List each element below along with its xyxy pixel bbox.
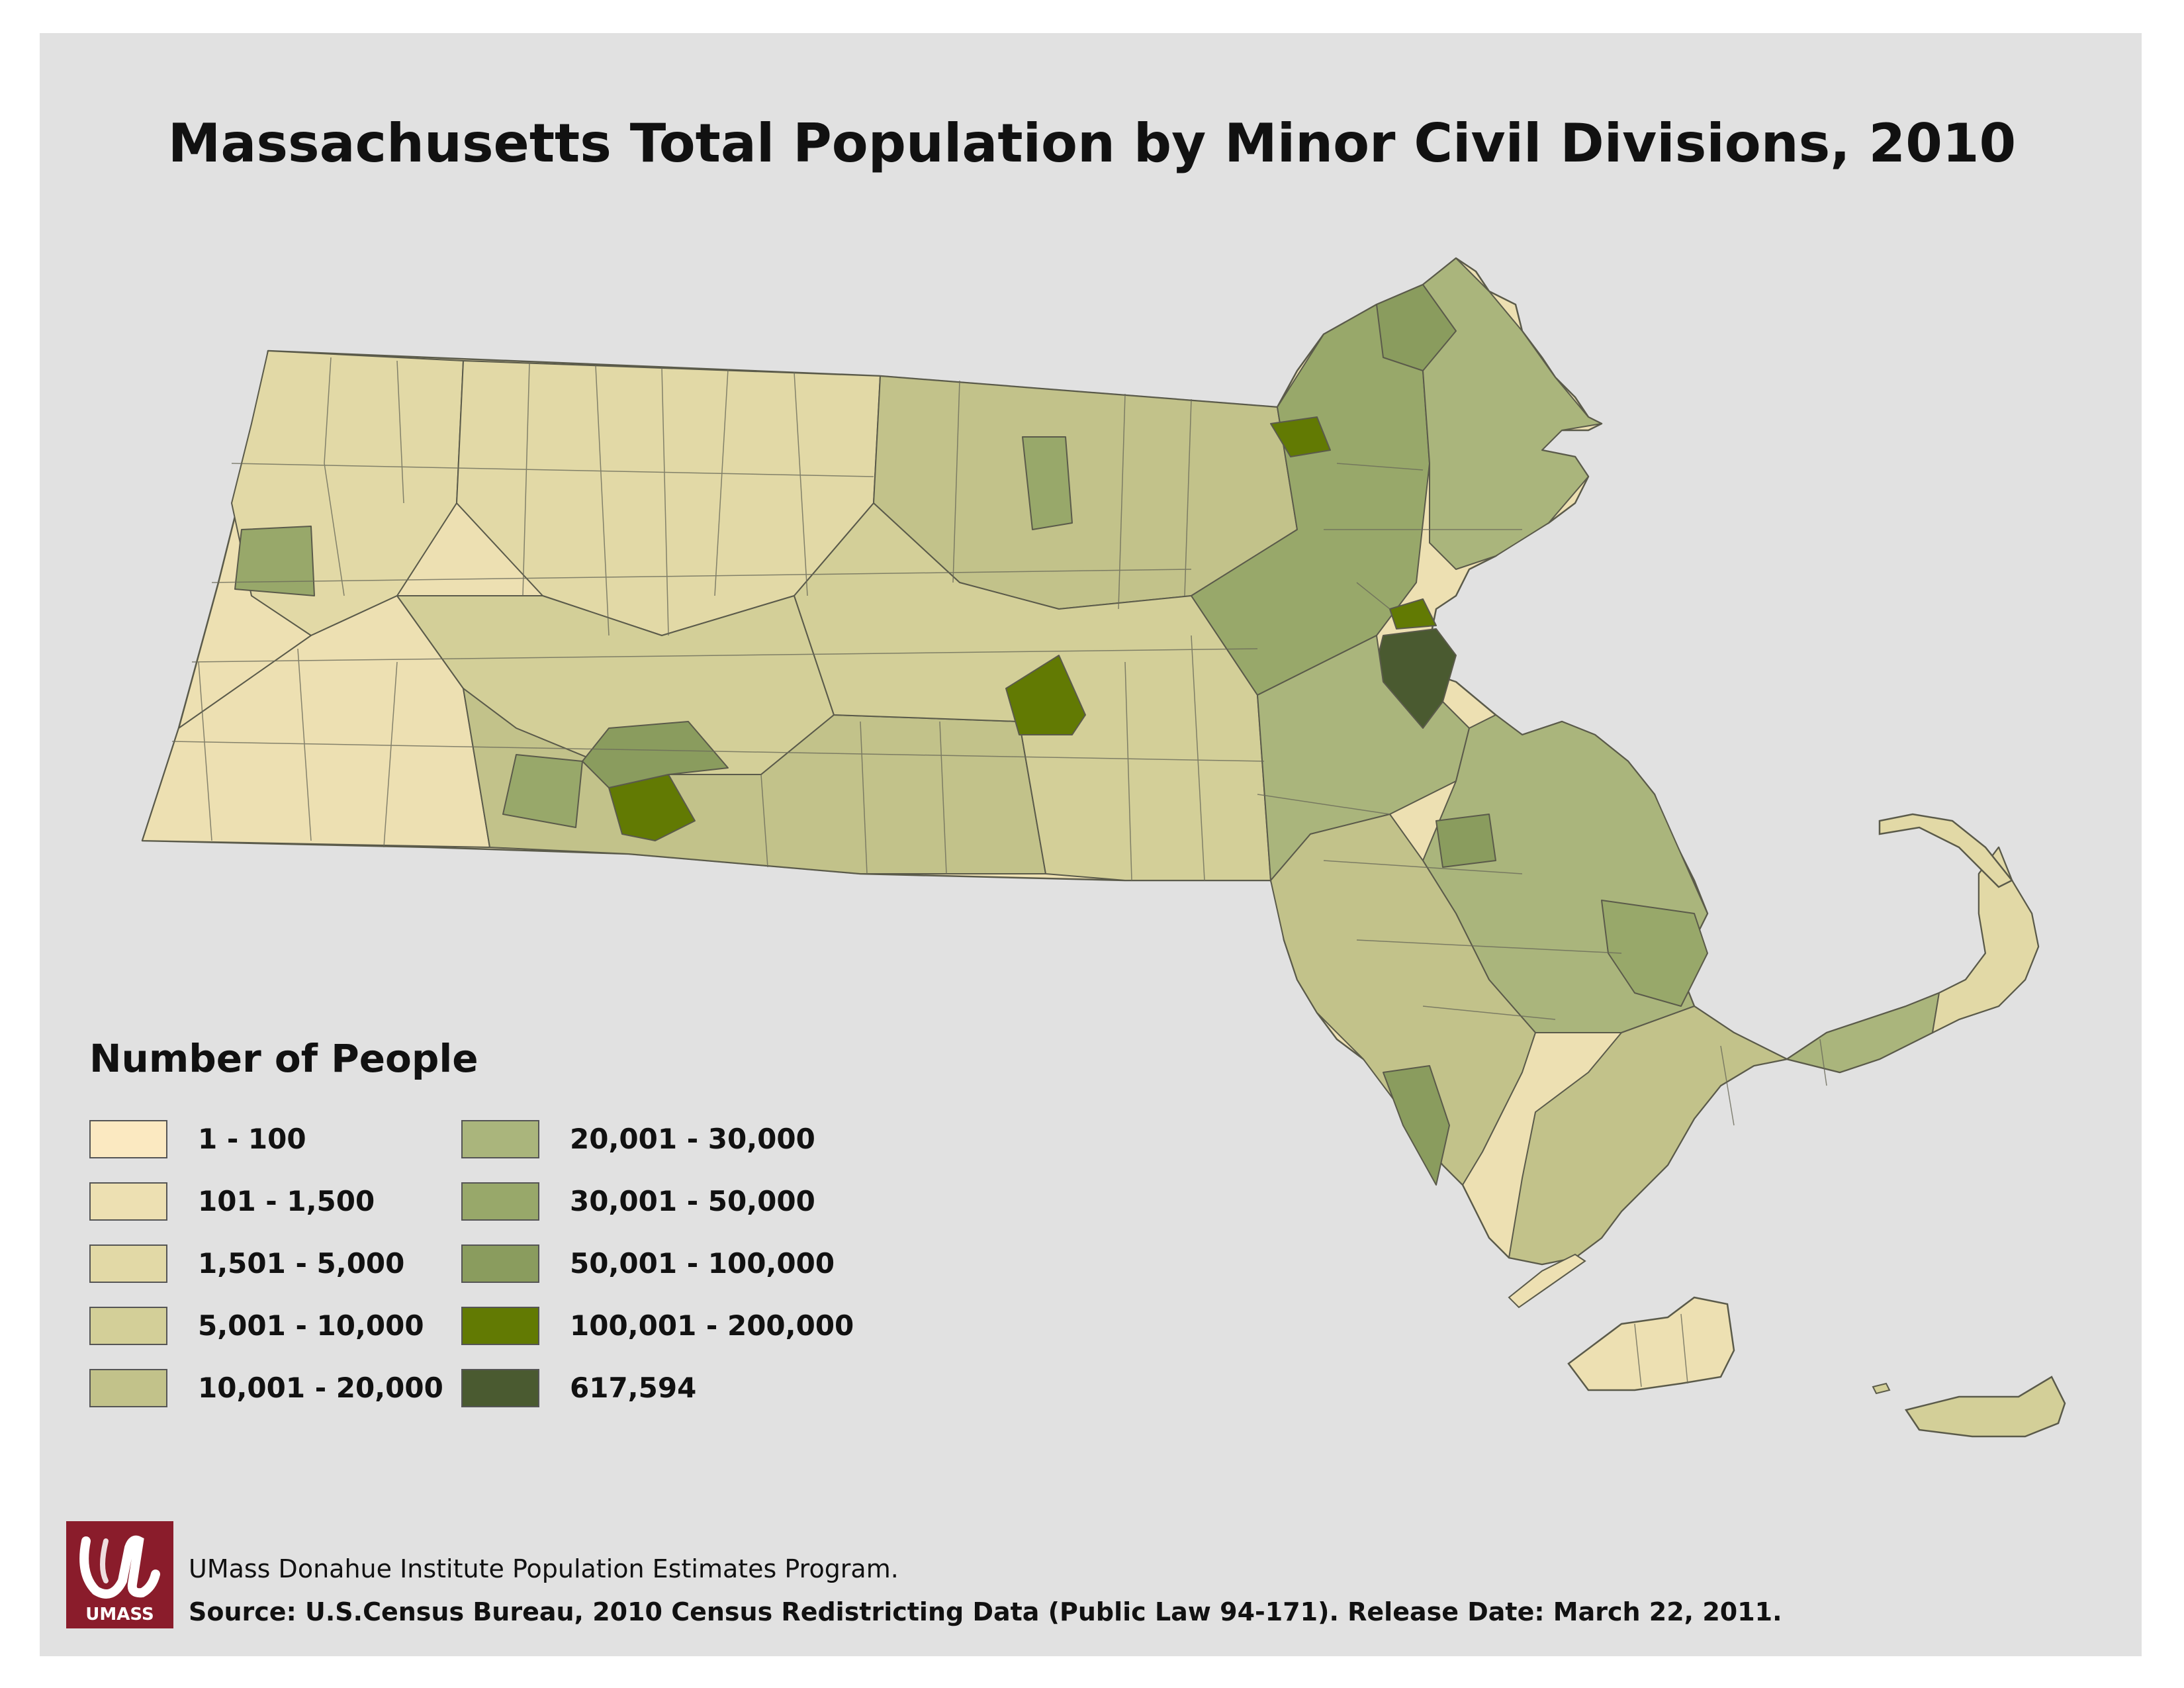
legend-swatch — [89, 1120, 167, 1158]
legend-item: 617,594 — [461, 1368, 854, 1430]
legend-label: 10,001 - 20,000 — [198, 1372, 443, 1404]
legend-label: 20,001 - 30,000 — [570, 1123, 815, 1155]
credit-line-1: UMass Donahue Institute Population Estim… — [189, 1554, 899, 1583]
legend-label: 1,501 - 5,000 — [198, 1247, 405, 1280]
legend-swatch — [89, 1369, 167, 1407]
region-westfield — [502, 754, 583, 828]
region-lawrence-haverhill — [1376, 284, 1457, 371]
umass-logo-mark-icon — [79, 1535, 160, 1599]
region-elizabeth-islands — [1508, 1253, 1586, 1309]
legend-swatch — [461, 1244, 539, 1283]
legend-item: 5,001 - 10,000 — [89, 1305, 443, 1368]
region-barnstable — [1508, 1006, 1788, 1265]
legend-item: 30,001 - 50,000 — [461, 1181, 854, 1243]
legend-label: 1 - 100 — [198, 1123, 306, 1155]
legend-label: 100,001 - 200,000 — [570, 1309, 854, 1342]
region-outer-cape — [1932, 847, 2039, 1033]
legend-swatch — [461, 1182, 539, 1221]
region-bristol — [1270, 814, 1536, 1186]
legend-label: 617,594 — [570, 1372, 697, 1404]
legend-label: 50,001 - 100,000 — [570, 1247, 835, 1280]
region-nantucket — [1904, 1376, 2066, 1438]
legend-swatch — [89, 1244, 167, 1283]
region-tuckernuck — [1872, 1382, 1891, 1395]
region-cape-mid — [1786, 992, 1940, 1073]
legend-swatch — [461, 1307, 539, 1345]
umass-logo-text: UMASS — [85, 1605, 154, 1624]
region-pittsfield — [234, 526, 315, 596]
region-provincetown — [1878, 813, 2013, 888]
legend-title: Number of People — [89, 1036, 478, 1081]
region-cambridge-somerville — [1389, 598, 1437, 630]
legend-column-1: 1 - 100 101 - 1,500 1,501 - 5,000 5,001 … — [89, 1119, 443, 1430]
legend-swatch — [89, 1182, 167, 1221]
legend-label: 30,001 - 50,000 — [570, 1185, 815, 1217]
umass-logo: UMASS — [66, 1521, 173, 1628]
legend-item: 50,001 - 100,000 — [461, 1243, 854, 1305]
legend-label: 5,001 - 10,000 — [198, 1309, 424, 1342]
legend-swatch — [461, 1120, 539, 1158]
region-fitchburg-leominster — [1022, 436, 1073, 530]
legend-label: 101 - 1,500 — [198, 1185, 375, 1217]
legend-item: 20,001 - 30,000 — [461, 1119, 854, 1181]
legend-item: 10,001 - 20,000 — [89, 1368, 443, 1430]
legend-item: 101 - 1,500 — [89, 1181, 443, 1243]
legend-swatch — [461, 1369, 539, 1407]
credit-line-2: Source: U.S.Census Bureau, 2010 Census R… — [189, 1597, 1782, 1626]
region-plymouth-town — [1601, 900, 1708, 1007]
region-brockton — [1435, 814, 1496, 868]
legend-item: 1 - 100 — [89, 1119, 443, 1181]
region-worcester-city — [1005, 655, 1086, 735]
legend-swatch — [89, 1307, 167, 1345]
legend-column-2: 20,001 - 30,000 30,001 - 50,000 50,001 -… — [461, 1119, 854, 1430]
region-marthas-vineyard — [1567, 1296, 1735, 1391]
legend-item: 1,501 - 5,000 — [89, 1243, 443, 1305]
region-lowell — [1270, 416, 1331, 457]
region-new-bedford-fall-river — [1383, 1065, 1450, 1186]
legend-item: 100,001 - 200,000 — [461, 1305, 854, 1368]
map-title: Massachusetts Total Population by Minor … — [167, 113, 2017, 174]
